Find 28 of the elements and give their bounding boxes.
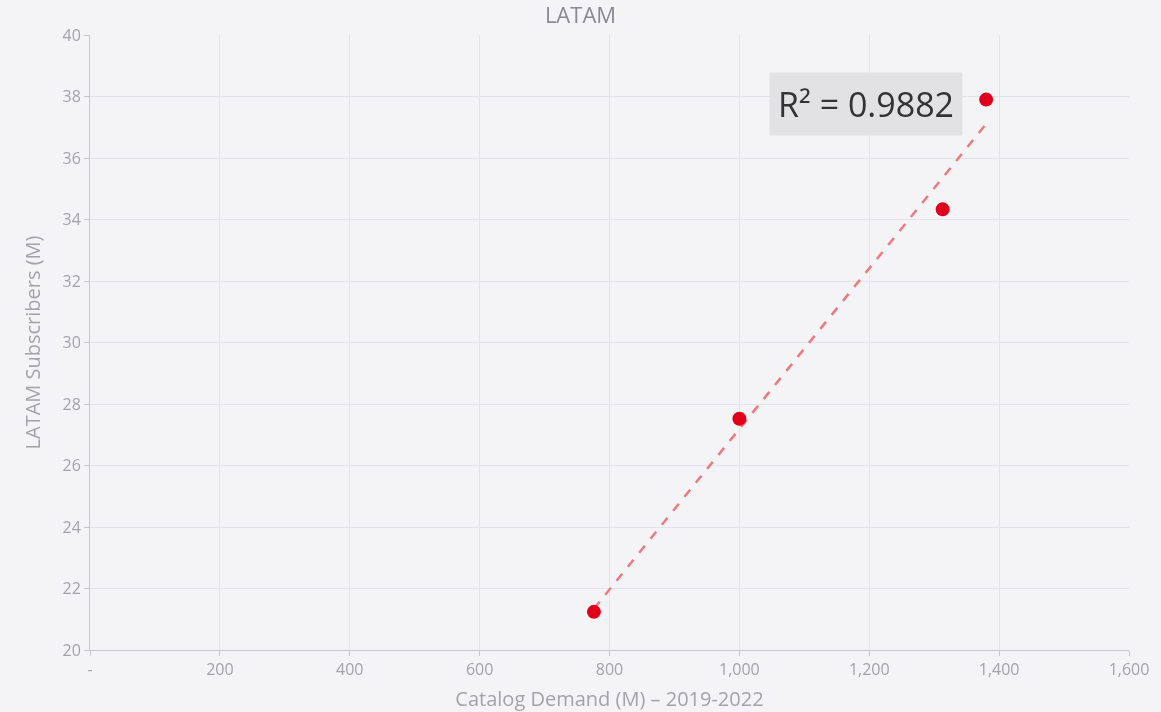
y-tick-label: 40 bbox=[62, 23, 81, 46]
point bbox=[935, 202, 950, 217]
y-tick-label: 30 bbox=[62, 331, 81, 354]
y-axis-title: LATAM Subscribers (M) bbox=[19, 235, 46, 450]
point bbox=[979, 92, 994, 107]
chart-title: LATAM bbox=[544, 0, 617, 29]
x-tick-label: 1,200 bbox=[848, 658, 890, 681]
x-axis-title: Catalog Demand (M) – 2019-2022 bbox=[455, 685, 764, 712]
y-tick-label: 34 bbox=[62, 208, 81, 231]
y-tick-label: 28 bbox=[62, 392, 81, 415]
annotation: R² = 0.9882 bbox=[778, 81, 955, 127]
x-tick-label: 800 bbox=[595, 658, 624, 681]
x-tick-label: 1,000 bbox=[719, 658, 760, 681]
y-tick-label: 36 bbox=[62, 146, 81, 169]
y-tick-label: 24 bbox=[62, 515, 81, 538]
y-tick-label: 38 bbox=[62, 85, 81, 108]
y-tick-label: 20 bbox=[62, 638, 81, 661]
y-tick-label: 32 bbox=[62, 269, 81, 292]
x-tick-label: - bbox=[87, 658, 93, 681]
y-tick-label: 22 bbox=[62, 577, 81, 600]
y-tick-label: 26 bbox=[62, 454, 81, 477]
x-tick-label: 1,400 bbox=[978, 658, 1020, 681]
x-tick-label: 1,600 bbox=[1108, 658, 1150, 681]
x-tick-label: 400 bbox=[336, 658, 364, 681]
x-tick-label: 200 bbox=[206, 658, 234, 681]
x-tick-label: 600 bbox=[465, 658, 494, 681]
point bbox=[732, 411, 747, 426]
point bbox=[586, 604, 601, 619]
